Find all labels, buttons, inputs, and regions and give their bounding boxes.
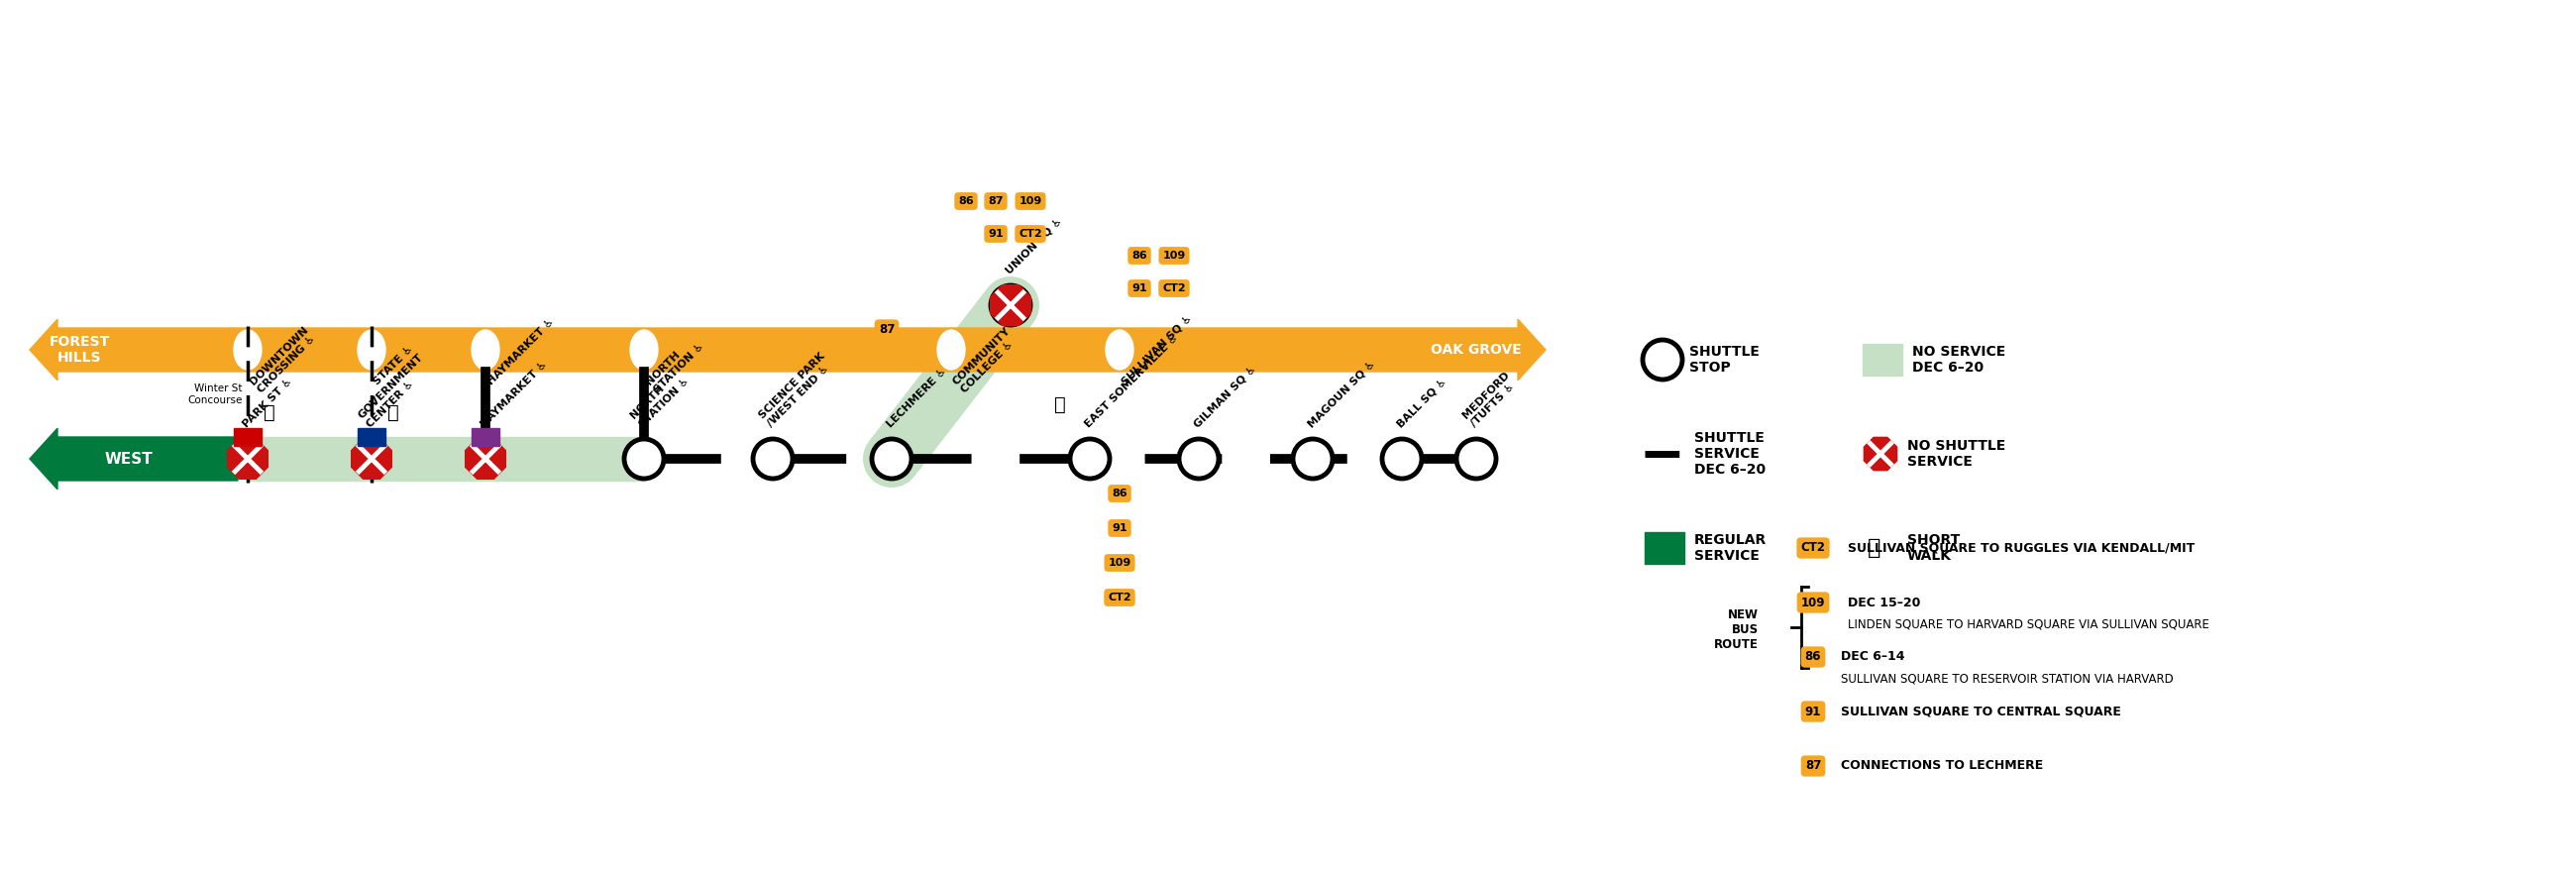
- Circle shape: [992, 285, 1030, 325]
- Text: Winter St
Concourse: Winter St Concourse: [188, 384, 242, 405]
- Polygon shape: [989, 285, 1030, 326]
- Text: NO SERVICE
DEC 6–20: NO SERVICE DEC 6–20: [1911, 345, 2007, 374]
- Circle shape: [1455, 439, 1497, 479]
- Text: MEDFORD
/TUFTS ♿: MEDFORD /TUFTS ♿: [1461, 370, 1520, 429]
- Text: 86: 86: [1806, 650, 1821, 663]
- Text: SULLIVAN SQUARE TO RUGGLES VIA KENDALL/MIT: SULLIVAN SQUARE TO RUGGLES VIA KENDALL/M…: [1847, 542, 2195, 555]
- Circle shape: [1383, 439, 1422, 479]
- Text: 🚶: 🚶: [1054, 395, 1066, 414]
- Text: 91: 91: [1131, 283, 1146, 293]
- Circle shape: [1180, 439, 1218, 479]
- Text: UNION SQ ♿: UNION SQ ♿: [1005, 215, 1064, 276]
- Circle shape: [623, 439, 665, 479]
- Text: FOREST
HILLS: FOREST HILLS: [49, 335, 111, 365]
- Text: SHUTTLE
SERVICE
DEC 6–20: SHUTTLE SERVICE DEC 6–20: [1695, 430, 1765, 477]
- Text: GILMAN SQ ♿: GILMAN SQ ♿: [1193, 363, 1257, 429]
- Bar: [471, 428, 500, 446]
- Text: 91: 91: [1806, 705, 1821, 718]
- Text: SCIENCE PARK
/WEST END ♿: SCIENCE PARK /WEST END ♿: [757, 352, 835, 429]
- Text: 109: 109: [1020, 196, 1041, 206]
- FancyArrow shape: [237, 319, 1546, 381]
- Bar: [234, 428, 263, 446]
- Circle shape: [1069, 439, 1110, 479]
- Text: 109: 109: [1108, 558, 1131, 568]
- Text: NO SHUTTLE
SERVICE: NO SHUTTLE SERVICE: [1906, 439, 2007, 469]
- Text: PARK ST ♿: PARK ST ♿: [240, 375, 294, 429]
- Text: GOVERNMENT
CENTER ♿: GOVERNMENT CENTER ♿: [355, 353, 433, 429]
- Text: MAGOUN SQ ♿: MAGOUN SQ ♿: [1306, 358, 1378, 429]
- Text: 🚶: 🚶: [386, 402, 399, 422]
- Text: SHUTTLE
STOP: SHUTTLE STOP: [1690, 345, 1759, 374]
- Circle shape: [1293, 439, 1332, 479]
- Circle shape: [752, 439, 793, 479]
- Text: CT2: CT2: [1108, 592, 1131, 603]
- Ellipse shape: [471, 330, 500, 369]
- Circle shape: [871, 439, 912, 479]
- Text: 109: 109: [1801, 596, 1826, 609]
- Ellipse shape: [631, 330, 657, 369]
- FancyArrow shape: [31, 428, 237, 489]
- Polygon shape: [466, 438, 505, 479]
- Text: 109: 109: [1162, 251, 1185, 261]
- Text: 86: 86: [958, 196, 974, 206]
- Bar: [358, 428, 386, 446]
- Text: NORTH
STATION ♿: NORTH STATION ♿: [629, 368, 690, 429]
- Text: SULLIVAN SQ ♿: SULLIVAN SQ ♿: [1121, 312, 1193, 387]
- Circle shape: [1643, 339, 1682, 380]
- Text: SHORT
WALK: SHORT WALK: [1906, 533, 1960, 563]
- Ellipse shape: [1105, 330, 1133, 369]
- Text: EAST SOMERVILLE ♿: EAST SOMERVILLE ♿: [1082, 332, 1180, 429]
- Ellipse shape: [234, 330, 263, 369]
- Text: CONNECTIONS TO LECHMERE: CONNECTIONS TO LECHMERE: [1842, 759, 2043, 773]
- Text: DEC 15–20: DEC 15–20: [1847, 596, 1922, 609]
- Text: DEC 6–14: DEC 6–14: [1842, 650, 1904, 663]
- Text: BALL SQ ♿: BALL SQ ♿: [1396, 375, 1448, 429]
- Text: 87: 87: [878, 324, 894, 336]
- Text: CT2: CT2: [1162, 283, 1185, 293]
- Ellipse shape: [358, 330, 386, 369]
- Bar: [1643, 532, 1685, 564]
- Text: HAYMARKET ♿: HAYMARKET ♿: [484, 316, 556, 387]
- Text: 87: 87: [1806, 759, 1821, 773]
- Text: CT2: CT2: [1018, 229, 1043, 239]
- Text: NEW
BUS
ROUTE: NEW BUS ROUTE: [1713, 608, 1759, 651]
- Text: CT2: CT2: [1801, 542, 1826, 555]
- Text: OAK GROVE: OAK GROVE: [1430, 343, 1522, 357]
- Polygon shape: [227, 438, 268, 479]
- Text: REGULAR
SERVICE: REGULAR SERVICE: [1695, 533, 1767, 563]
- Ellipse shape: [938, 330, 966, 369]
- Text: 91: 91: [989, 229, 1005, 239]
- Text: DOWNTOWN
CROSSING ♿: DOWNTOWN CROSSING ♿: [247, 325, 317, 395]
- Text: 87: 87: [989, 196, 1005, 206]
- Text: HAYMARKET ♿: HAYMARKET ♿: [479, 359, 549, 429]
- Polygon shape: [1865, 438, 1896, 471]
- Bar: [1862, 344, 1901, 375]
- Text: LINDEN SQUARE TO HARVARD SQUARE VIA SULLIVAN SQUARE: LINDEN SQUARE TO HARVARD SQUARE VIA SULL…: [1847, 618, 2210, 631]
- Text: SULLIVAN SQUARE TO CENTRAL SQUARE: SULLIVAN SQUARE TO CENTRAL SQUARE: [1842, 705, 2120, 718]
- Polygon shape: [350, 438, 392, 479]
- Text: SULLIVAN SQUARE TO RESERVOIR STATION VIA HARVARD: SULLIVAN SQUARE TO RESERVOIR STATION VIA…: [1842, 672, 2174, 685]
- Text: 91: 91: [1113, 523, 1128, 533]
- Text: WEST: WEST: [106, 451, 152, 466]
- Text: COMMUNITY
COLLEGE ♿: COMMUNITY COLLEGE ♿: [951, 326, 1020, 395]
- FancyArrow shape: [31, 319, 237, 381]
- Text: 🚶: 🚶: [263, 402, 276, 422]
- Text: 86: 86: [1131, 251, 1146, 261]
- Text: STATE ♿: STATE ♿: [371, 343, 415, 387]
- Text: 86: 86: [1113, 488, 1128, 499]
- Text: LECHMERE ♿: LECHMERE ♿: [884, 366, 948, 429]
- Bar: [247, 437, 644, 480]
- Text: 🚶: 🚶: [1868, 538, 1880, 558]
- Text: NORTH
STATION ♿: NORTH STATION ♿: [644, 332, 706, 395]
